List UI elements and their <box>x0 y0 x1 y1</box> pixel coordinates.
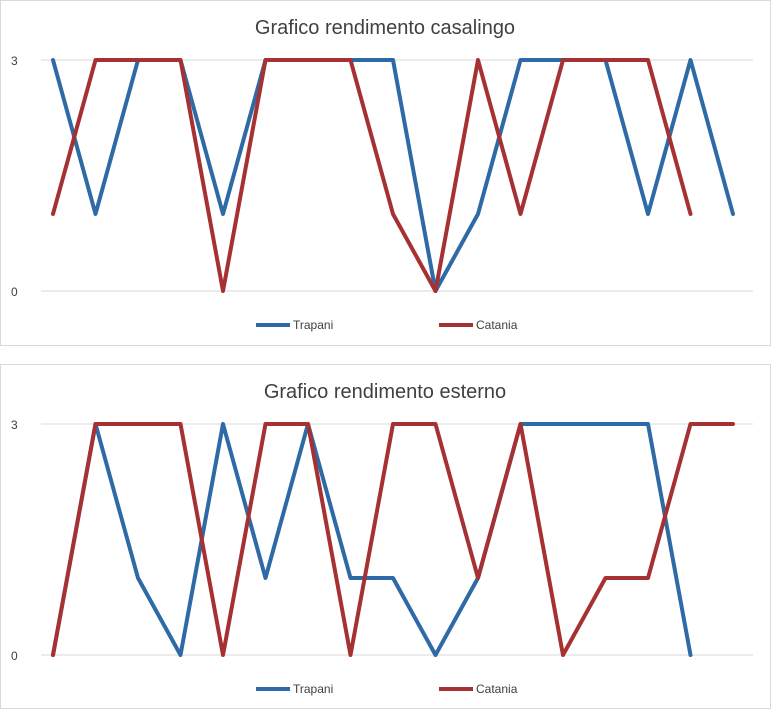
y-tick-label-3: 3 <box>11 418 18 432</box>
chart-panel-home: Grafico rendimento casalingo 3 0 Trapani… <box>0 0 771 346</box>
chart-panel-away: Grafico rendimento esterno 3 0 Trapani C… <box>0 364 771 709</box>
y-tick-label-0: 0 <box>11 285 18 299</box>
series-line-catania <box>51 58 693 293</box>
series-line-catania <box>51 422 735 657</box>
series-layer <box>51 422 735 657</box>
chart-title: Grafico rendimento casalingo <box>255 17 515 39</box>
legend-label-catania: Catania <box>476 682 518 696</box>
y-tick-label-3: 3 <box>11 54 18 68</box>
legend-label-trapani: Trapani <box>293 682 333 696</box>
legend-label-catania: Catania <box>476 318 518 332</box>
away-performance-chart: Grafico rendimento esterno 3 0 Trapani C… <box>11 381 753 696</box>
series-line-trapani <box>51 58 735 293</box>
home-performance-chart: Grafico rendimento casalingo 3 0 Trapani… <box>11 17 753 332</box>
series-layer <box>51 58 735 293</box>
series-line-trapani <box>51 422 693 657</box>
chart-title: Grafico rendimento esterno <box>264 381 506 403</box>
y-tick-label-0: 0 <box>11 649 18 663</box>
legend-label-trapani: Trapani <box>293 318 333 332</box>
